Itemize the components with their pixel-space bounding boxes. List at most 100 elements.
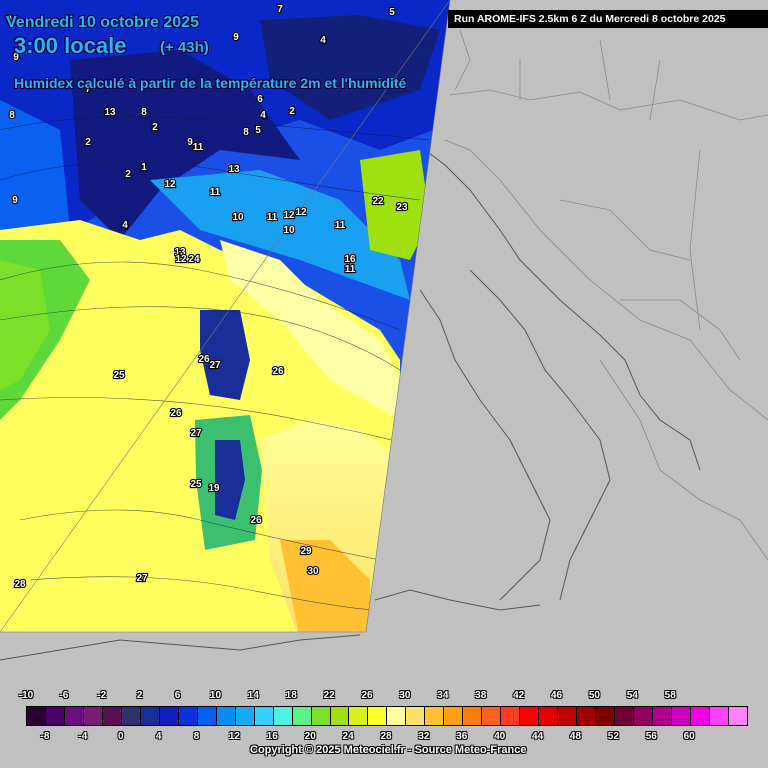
map-value-label: 12 bbox=[175, 254, 187, 265]
scale-swatch bbox=[539, 707, 559, 725]
map-value-label: 11 bbox=[267, 212, 278, 223]
scale-swatch bbox=[330, 707, 350, 725]
run-banner: Run AROME-IFS 2.5km 6 Z du Mercredi 8 oc… bbox=[448, 10, 768, 28]
map-value-label: 2 bbox=[152, 122, 158, 133]
map-value-label: 9 bbox=[6, 14, 12, 25]
legend-tick-bottom: -4 bbox=[78, 731, 88, 742]
map-value-label: 9 bbox=[12, 195, 18, 206]
forecast-time: 3:00 locale bbox=[14, 33, 127, 58]
map-value-label: 4 bbox=[320, 35, 326, 46]
map-value-label: 27 bbox=[209, 360, 221, 371]
map-value-label: 23 bbox=[396, 202, 408, 213]
scale-swatch bbox=[273, 707, 293, 725]
legend-tick-bottom: 32 bbox=[418, 731, 430, 742]
map-value-label: 27 bbox=[136, 573, 148, 584]
map-value-label: 11 bbox=[193, 142, 204, 153]
scale-swatch bbox=[159, 707, 179, 725]
legend-tick-top: 14 bbox=[247, 690, 259, 701]
legend-tick-top: 6 bbox=[174, 690, 181, 701]
map-value-label: 29 bbox=[300, 546, 312, 557]
map-value-label: 26 bbox=[170, 408, 182, 419]
map-value-label: 5 bbox=[389, 7, 395, 18]
scale-swatch bbox=[254, 707, 274, 725]
map-value-label: 26 bbox=[272, 366, 284, 377]
legend-tick-bottom: 60 bbox=[683, 731, 695, 742]
map-value-label: 11 bbox=[210, 187, 221, 198]
legend-tick-top: 42 bbox=[513, 690, 525, 701]
copyright: Copyright © 2025 Meteociel.fr - Source M… bbox=[250, 744, 527, 756]
map-value-label: 8 bbox=[141, 107, 147, 118]
scale-swatch bbox=[652, 707, 672, 725]
map-value-label: 12 bbox=[295, 207, 307, 218]
legend-tick-top: -6 bbox=[59, 690, 69, 701]
legend-tick-top: 18 bbox=[285, 690, 297, 701]
scale-swatch bbox=[501, 707, 521, 725]
scale-swatch bbox=[406, 707, 426, 725]
map-value-label: 22 bbox=[372, 196, 384, 207]
legend-tick-top: 10 bbox=[209, 690, 222, 701]
map-value-label: 4 bbox=[260, 110, 266, 121]
map-value-label: 11 bbox=[335, 220, 346, 231]
scale-swatch bbox=[45, 707, 65, 725]
scale-swatch bbox=[292, 707, 312, 725]
legend-tick-top: 26 bbox=[361, 690, 373, 701]
map-value-label: 9 bbox=[233, 32, 239, 43]
legend-tick-bottom: 44 bbox=[532, 731, 544, 742]
scale-swatch bbox=[311, 707, 331, 725]
legend-tick-bottom: 28 bbox=[380, 731, 392, 742]
scale-swatch bbox=[444, 707, 464, 725]
map-value-label: 2 bbox=[289, 106, 295, 117]
map-value-label: 8 bbox=[243, 127, 249, 138]
scale-swatch bbox=[482, 707, 502, 725]
legend-tick-top: 50 bbox=[588, 690, 600, 701]
map-value-label: 2 bbox=[125, 169, 131, 180]
map-value-label: 5 bbox=[255, 125, 261, 136]
forecast-date: Vendredi 10 octobre 2025 bbox=[6, 14, 199, 31]
legend-tick-bottom: 12 bbox=[228, 731, 240, 742]
scale-swatch bbox=[709, 707, 729, 725]
scale-swatch bbox=[615, 707, 634, 725]
legend-tick-bottom: 8 bbox=[193, 731, 200, 742]
map-value-label: 19 bbox=[208, 483, 220, 494]
map-value-label: 6 bbox=[257, 94, 263, 105]
map-value-label: 7 bbox=[277, 4, 283, 15]
legend-tick-bottom: 40 bbox=[494, 731, 506, 742]
legend-tick-bottom: 52 bbox=[607, 731, 619, 742]
legend-tick-top: 22 bbox=[323, 690, 335, 701]
map-value-label: 28 bbox=[14, 579, 26, 590]
legend-tick-bottom: 48 bbox=[569, 731, 582, 742]
map-value-label: 26 bbox=[198, 354, 210, 365]
legend-tick-top: 46 bbox=[550, 690, 563, 701]
map-value-label: 26 bbox=[250, 515, 262, 526]
legend-tick-bottom: 24 bbox=[342, 731, 354, 742]
legend-tick-bottom: 56 bbox=[645, 731, 657, 742]
scale-swatch bbox=[671, 707, 691, 725]
forecast-step: (+ 43h) bbox=[160, 39, 209, 56]
legend-tick-top: 30 bbox=[399, 690, 411, 701]
scale-swatch bbox=[425, 707, 445, 725]
map-value-label: 25 bbox=[113, 370, 125, 381]
scale-swatch bbox=[634, 707, 653, 725]
map-value-label: 2 bbox=[85, 137, 91, 148]
color-scale bbox=[26, 706, 748, 726]
map-value-label: 7 bbox=[85, 84, 91, 95]
scale-swatch bbox=[690, 707, 710, 725]
legend-tick-top: -10 bbox=[18, 690, 34, 701]
legend-tick-bottom: -8 bbox=[40, 731, 50, 742]
scale-swatch bbox=[520, 707, 540, 725]
map-value-label: 13 bbox=[174, 247, 186, 258]
legend-tick-bottom: 36 bbox=[456, 731, 468, 742]
map-value-label: 12 bbox=[283, 210, 295, 221]
scale-swatch bbox=[64, 707, 84, 725]
coastlines bbox=[0, 149, 701, 661]
legend-tick-bottom: 0 bbox=[117, 731, 124, 742]
model-domain-edge bbox=[0, 0, 451, 633]
scale-swatch bbox=[728, 707, 747, 725]
map-value-label: 13 bbox=[104, 107, 116, 118]
scale-swatch bbox=[349, 707, 369, 725]
map-value-label: 24 bbox=[188, 254, 200, 265]
legend-tick-bottom: 4 bbox=[155, 731, 162, 742]
country-borders bbox=[444, 29, 768, 561]
legend-tick-top: -2 bbox=[97, 690, 107, 701]
